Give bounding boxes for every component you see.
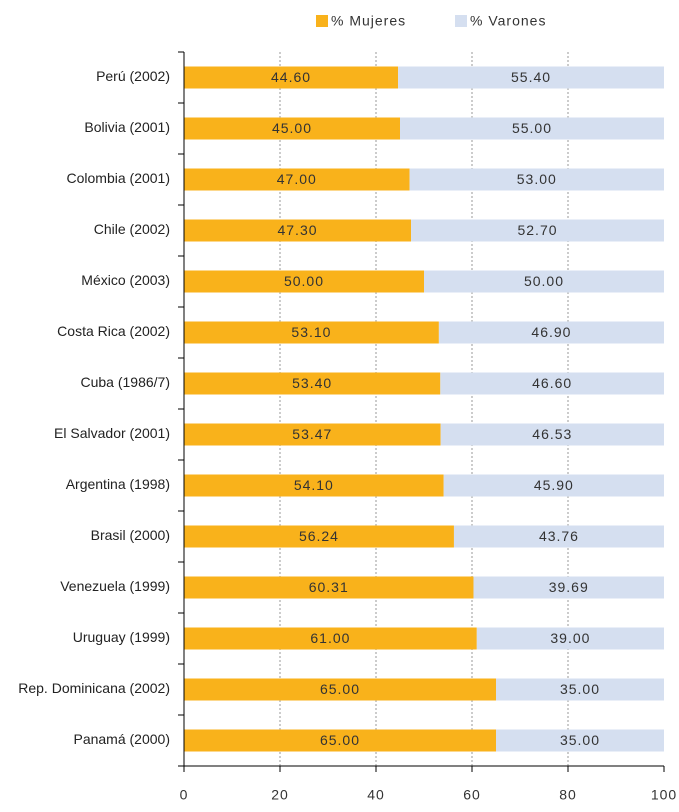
bar-segment <box>184 474 444 497</box>
category-label: México (2003) <box>81 272 170 288</box>
category-label: Venezuela (1999) <box>60 578 170 594</box>
data-label: 56.24 <box>299 528 339 544</box>
category-label: Costa Rica (2002) <box>57 323 170 339</box>
bar-segment <box>184 525 454 548</box>
data-label: 35.00 <box>560 681 600 697</box>
bar-segment <box>184 729 496 752</box>
data-label: 39.69 <box>549 579 589 595</box>
data-label: 46.90 <box>531 324 571 340</box>
category-label: Rep. Dominicana (2002) <box>18 680 170 696</box>
bar-segment <box>411 219 664 242</box>
bar-segment <box>496 729 664 752</box>
category-label: El Salvador (2001) <box>54 425 170 441</box>
bar-segment <box>476 627 664 650</box>
bar-segment <box>443 474 664 497</box>
data-label: 55.00 <box>512 120 552 136</box>
bar-segment <box>473 576 664 599</box>
data-label: 53.40 <box>292 375 332 391</box>
bar-segment <box>440 372 664 395</box>
data-label: 61.00 <box>310 630 350 646</box>
data-label: 53.47 <box>292 426 332 442</box>
category-label: Colombia (2001) <box>67 170 171 186</box>
bar-segment <box>398 66 664 89</box>
data-label: 47.30 <box>277 222 317 238</box>
data-label: 53.10 <box>291 324 331 340</box>
category-label: Chile (2002) <box>94 221 170 237</box>
data-label: 46.60 <box>532 375 572 391</box>
bar-segment <box>496 678 664 701</box>
data-label: 44.60 <box>271 69 311 85</box>
legend-label: % Varones <box>470 13 546 29</box>
data-label: 46.53 <box>532 426 572 442</box>
data-label: 45.90 <box>534 477 574 493</box>
data-label: 50.00 <box>284 273 324 289</box>
data-label: 55.40 <box>511 69 551 85</box>
data-label: 39.00 <box>550 630 590 646</box>
data-label: 53.00 <box>517 171 557 187</box>
legend-swatch <box>455 15 467 27</box>
bar-segment <box>184 576 474 599</box>
category-label: Uruguay (1999) <box>73 629 170 645</box>
bar-segment <box>440 423 664 446</box>
category-label: Bolivia (2001) <box>84 119 170 135</box>
data-label: 50.00 <box>524 273 564 289</box>
bar-segment <box>184 219 412 242</box>
bar-segment <box>438 321 664 344</box>
bar-segment <box>184 270 424 293</box>
bar-segment <box>184 66 399 89</box>
x-tick-label: 60 <box>463 787 481 803</box>
data-label: 35.00 <box>560 732 600 748</box>
x-tick-label: 20 <box>271 787 289 803</box>
bar-segment <box>453 525 664 548</box>
data-label: 47.00 <box>277 171 317 187</box>
bar-segment <box>184 168 410 191</box>
x-tick-label: 80 <box>559 787 577 803</box>
bar-segment <box>184 321 439 344</box>
bar-segment <box>400 117 664 140</box>
category-label: Panamá (2000) <box>73 731 170 747</box>
legend-label: % Mujeres <box>331 13 406 29</box>
category-label: Perú (2002) <box>96 68 170 84</box>
category-label: Cuba (1986/7) <box>80 374 170 390</box>
data-label: 45.00 <box>272 120 312 136</box>
bar-segment <box>184 423 441 446</box>
bar-segment <box>184 678 496 701</box>
data-label: 65.00 <box>320 732 360 748</box>
category-label: Brasil (2000) <box>91 527 170 543</box>
x-tick-label: 40 <box>367 787 385 803</box>
data-label: 43.76 <box>539 528 579 544</box>
x-tick-label: 100 <box>651 787 677 803</box>
x-tick-label: 0 <box>180 787 189 803</box>
data-label: 54.10 <box>294 477 334 493</box>
bar-segment <box>424 270 664 293</box>
category-label: Argentina (1998) <box>66 476 170 492</box>
data-label: 60.31 <box>309 579 349 595</box>
bar-segment <box>184 372 441 395</box>
data-label: 52.70 <box>517 222 557 238</box>
bar-segment <box>184 627 477 650</box>
data-label: 65.00 <box>320 681 360 697</box>
bar-segment <box>409 168 664 191</box>
bar-segment <box>184 117 400 140</box>
legend-swatch <box>316 15 328 27</box>
